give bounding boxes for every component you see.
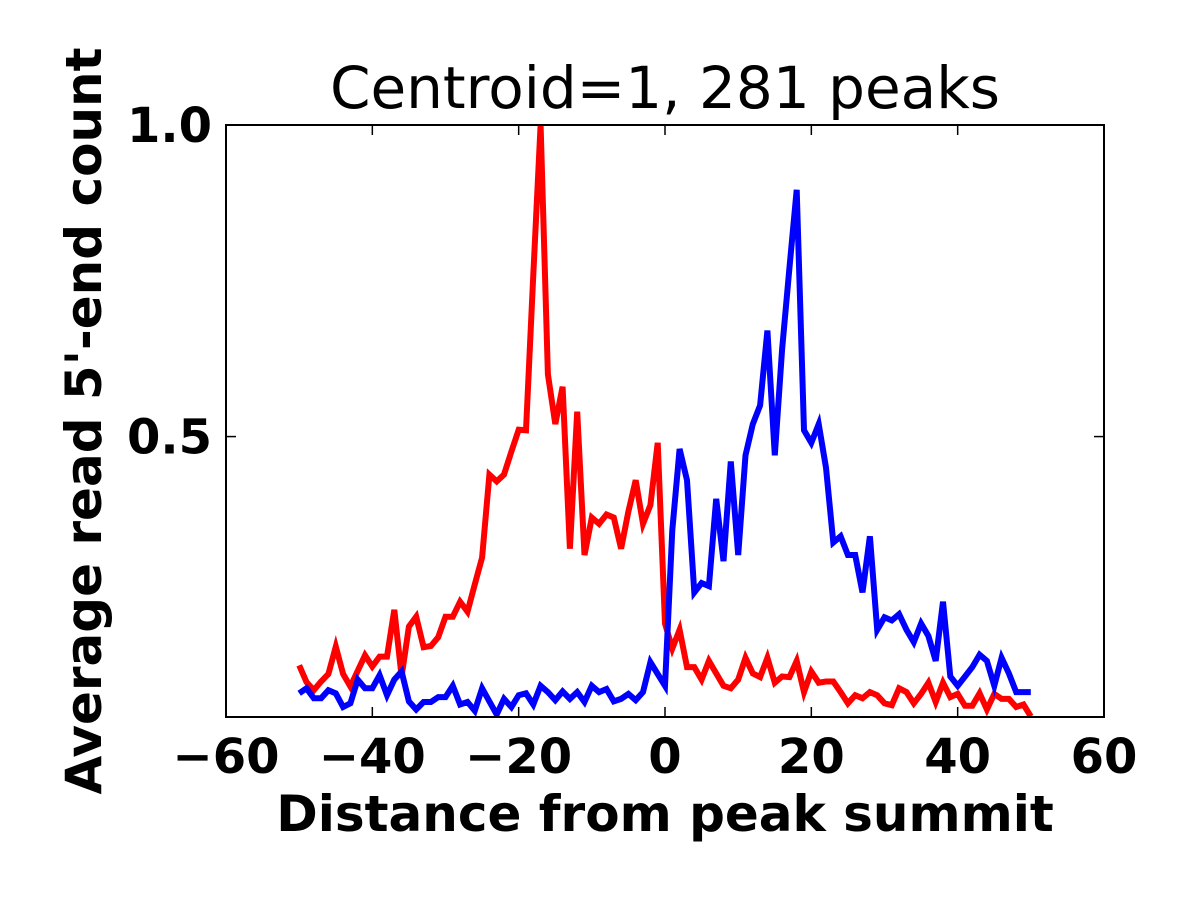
x-axis-label: Distance from peak summit xyxy=(276,785,1054,843)
x-tick-label: −20 xyxy=(465,729,572,785)
x-tick-label: 40 xyxy=(924,729,991,785)
x-tick-label: 20 xyxy=(778,729,845,785)
y-tick-label: 0.5 xyxy=(127,410,212,466)
x-tick-label: −40 xyxy=(319,729,426,785)
x-tick-label: 60 xyxy=(1071,729,1138,785)
x-tick-label: 0 xyxy=(648,729,681,785)
plot-area: −60 −40 −20 0 20 40 60 0.5 1.0 xyxy=(127,98,1137,785)
series-line-2 xyxy=(297,189,1031,717)
x-tick-label: −60 xyxy=(172,729,279,785)
y-axis-label: Average read 5'-end count xyxy=(55,47,113,794)
chart-title: Centroid=1, 281 peaks xyxy=(330,54,1000,122)
y-tick-label: 1.0 xyxy=(127,98,212,154)
